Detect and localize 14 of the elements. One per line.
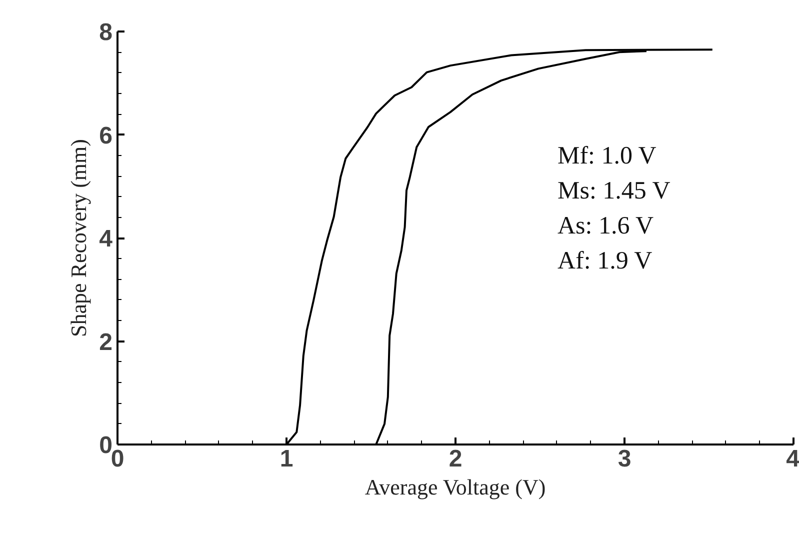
- x-tick-label: 1: [280, 446, 294, 472]
- x-tick-label: 2: [448, 446, 462, 472]
- y-tick-label: 2: [99, 328, 113, 356]
- annotation: Mf: 1.0 V: [558, 142, 656, 170]
- y-tick-label: 6: [99, 122, 113, 150]
- annotation: Ms: 1.45 V: [558, 178, 670, 204]
- annotation: As: 1.6 V: [558, 212, 654, 240]
- y-tick-label: 8: [99, 19, 113, 46]
- x-axis-title: Average Voltage (V): [364, 474, 546, 500]
- annotation: Af: 1.9 V: [558, 248, 652, 274]
- y-tick-label: 4: [99, 226, 114, 252]
- x-tick-label: 3: [618, 446, 632, 472]
- y-axis-title: Shape Recovery (mm): [66, 139, 92, 337]
- x-tick-label: 4: [786, 446, 799, 472]
